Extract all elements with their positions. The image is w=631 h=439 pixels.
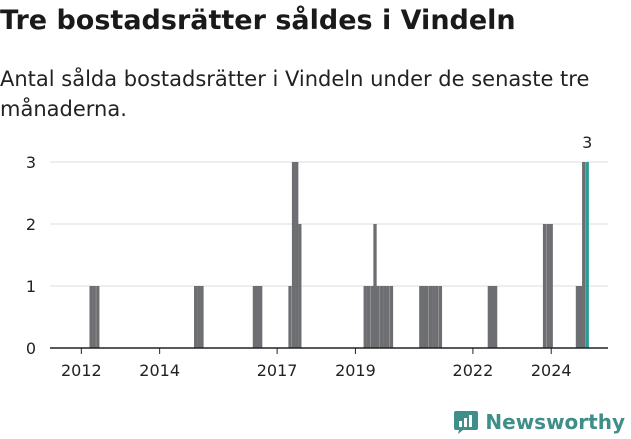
x-tick-label: 2024 — [531, 361, 572, 380]
bar — [575, 286, 580, 348]
bar — [422, 286, 426, 348]
bar — [89, 286, 93, 348]
chart-subtitle: Antal sålda bostadsrätter i Vindeln unde… — [0, 67, 590, 121]
newsworthy-logo-icon — [454, 411, 479, 434]
bar — [380, 286, 384, 348]
bar — [200, 286, 204, 348]
bar — [438, 286, 443, 348]
x-tick-label: 2014 — [139, 361, 180, 380]
bar — [363, 286, 367, 348]
bar — [96, 286, 100, 348]
bar — [370, 286, 374, 348]
bar — [389, 286, 394, 348]
bar — [493, 286, 498, 348]
x-tick-label: 2019 — [335, 361, 376, 380]
x-tick-label: 2017 — [257, 361, 298, 380]
bar — [197, 286, 201, 348]
bar — [373, 224, 377, 348]
bar — [291, 162, 296, 348]
brand-name: Newsworthy — [485, 410, 625, 434]
bar — [425, 286, 429, 348]
chart-title: Tre bostadsrätter såldes i Vindeln — [0, 5, 516, 36]
bar — [487, 286, 492, 348]
bar — [582, 162, 586, 348]
bar — [194, 286, 198, 348]
bar — [578, 286, 583, 348]
bar — [549, 224, 553, 348]
bar — [428, 286, 433, 348]
bar — [546, 224, 550, 348]
bar-highlight — [585, 162, 589, 348]
y-tick-label: 3 — [26, 153, 36, 172]
bar-chart: 0 1 2 3 3 2012 2014 2017 2019 2022 2024 — [26, 133, 608, 380]
bar — [288, 286, 292, 348]
bar — [252, 286, 257, 348]
bar — [435, 286, 439, 348]
bar — [542, 224, 547, 348]
bar — [383, 286, 387, 348]
bar — [295, 162, 299, 348]
newsworthy-logo: Newsworthy — [453, 405, 625, 439]
data-label: 3 — [582, 133, 592, 152]
bar — [255, 286, 260, 348]
bar — [259, 286, 263, 348]
y-tick-label: 0 — [26, 339, 36, 358]
bar — [92, 286, 96, 348]
bar — [376, 286, 380, 348]
x-tick-label: 2012 — [61, 361, 102, 380]
bar — [386, 286, 390, 348]
bar — [490, 286, 495, 348]
bar — [366, 286, 371, 348]
bar — [298, 224, 302, 348]
bar — [419, 286, 423, 348]
bar — [432, 286, 436, 348]
y-tick-label: 2 — [26, 215, 36, 234]
y-tick-label: 1 — [26, 277, 36, 296]
x-tick-label: 2022 — [453, 361, 494, 380]
